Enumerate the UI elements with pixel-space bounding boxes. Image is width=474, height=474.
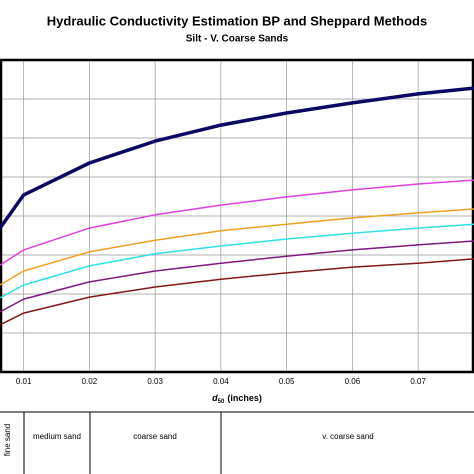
series-line [0, 223, 474, 299]
zone-table: fine sand medium sand coarse sand v. coa… [0, 411, 474, 474]
x-tick-label: 0.06 [345, 377, 361, 386]
series-line [0, 240, 474, 313]
x-tick-label: 0.05 [279, 377, 295, 386]
zone-label: fine sand [3, 424, 12, 456]
x-tick-label: 0.03 [147, 377, 163, 386]
chart-subtitle: Silt - V. Coarse Sands [186, 34, 289, 45]
series-line [0, 258, 474, 326]
series-line [0, 86, 474, 230]
chart-title: Hydraulic Conductivity Estimation BP and… [47, 13, 427, 28]
x-label-rest: (inches) [227, 393, 262, 403]
x-tick-label: 0.04 [213, 377, 229, 386]
plot-frame [0, 58, 474, 374]
x-tick-label: 0.02 [82, 377, 98, 386]
x-tick-label: 0.01 [16, 377, 32, 386]
zone-label: v. coarse sand [322, 432, 373, 441]
x-label-main: d [212, 393, 218, 403]
series-line [0, 208, 474, 286]
x-axis-label: d50 (inches) [212, 393, 262, 404]
x-tick-label: 0.07 [410, 377, 426, 386]
zone-label: medium sand [33, 432, 81, 441]
series-line [0, 179, 474, 266]
x-label-sub: 50 [218, 399, 225, 405]
zone-label: coarse sand [133, 432, 177, 441]
